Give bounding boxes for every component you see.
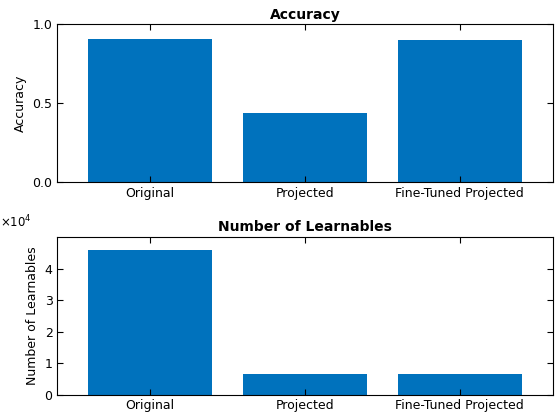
Y-axis label: Number of Learnables: Number of Learnables (26, 247, 39, 385)
Title: Number of Learnables: Number of Learnables (218, 220, 392, 234)
Bar (88, 39, 212, 182)
Text: $\times10^4$: $\times10^4$ (1, 214, 32, 231)
Bar (243, 113, 367, 182)
Bar (88, 249, 212, 395)
Bar (398, 373, 521, 395)
Title: Accuracy: Accuracy (269, 8, 340, 21)
Bar (243, 373, 367, 395)
Bar (398, 40, 521, 182)
Y-axis label: Accuracy: Accuracy (14, 74, 27, 131)
